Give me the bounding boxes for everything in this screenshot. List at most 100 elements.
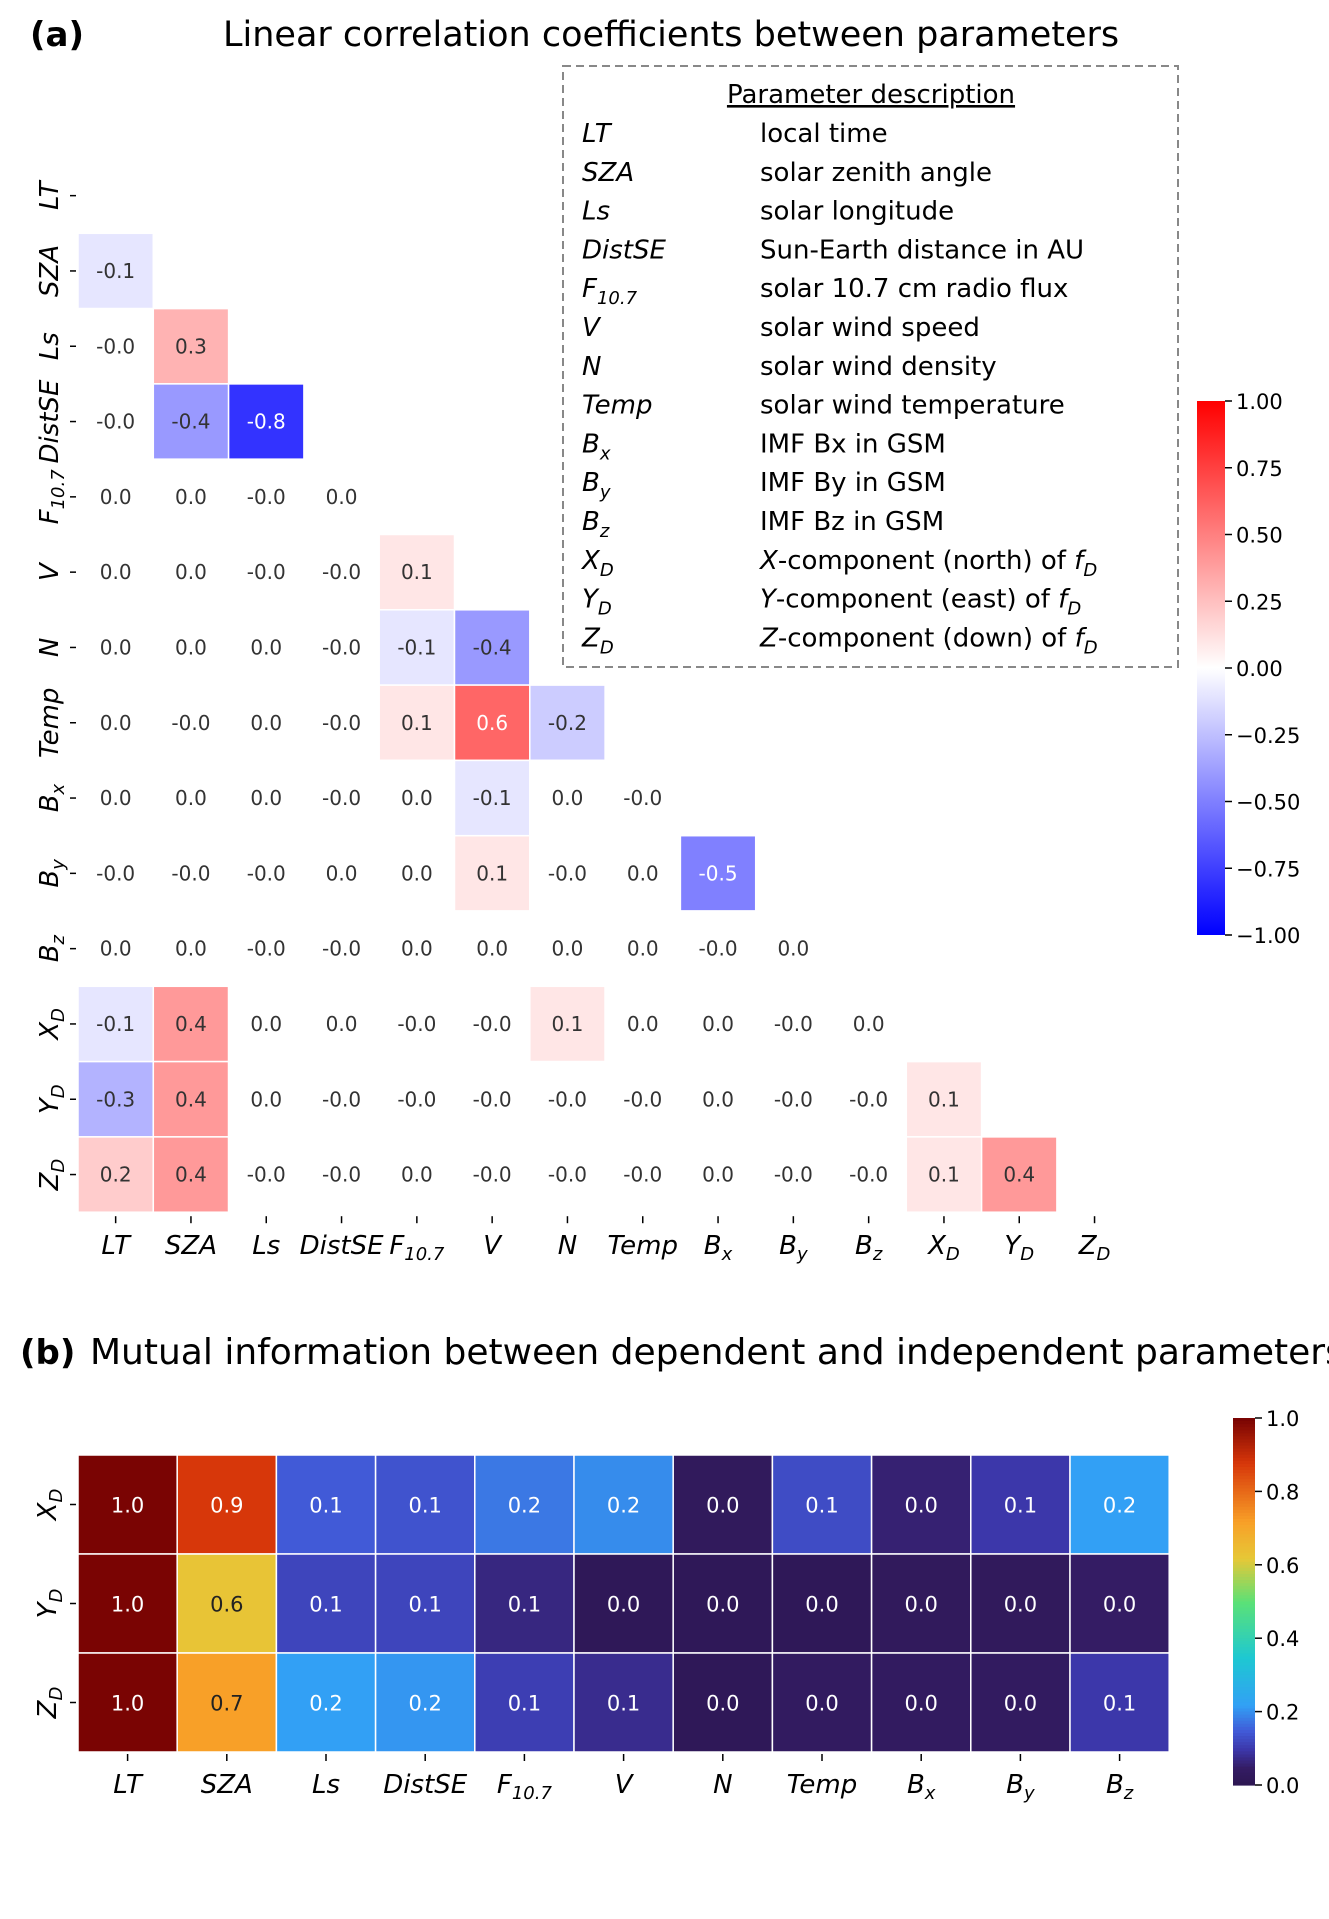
legend-heading: Parameter description <box>727 80 1015 110</box>
corr-value: 0.0 <box>175 937 207 961</box>
legend-symbol: Bx <box>582 429 611 464</box>
mi-colorbar-strip <box>1233 1625 1255 1630</box>
mi-colorbar-strip <box>1233 1635 1255 1639</box>
mi-colorbar-strip <box>1233 1714 1255 1719</box>
corr-x-label: ZD <box>1078 1231 1111 1265</box>
corr-cell <box>77 834 155 912</box>
mi-colorbar-strip <box>1233 1595 1255 1600</box>
legend-symbol: XD <box>580 546 614 581</box>
corr-value: -0.0 <box>247 861 286 885</box>
mi-x-label: Bz <box>1106 1770 1134 1804</box>
mi-colorbar-strip <box>1233 1424 1255 1428</box>
mi-colorbar-strip <box>1233 1684 1255 1688</box>
corr-value: 0.0 <box>100 635 132 659</box>
mi-x-label: Bx <box>907 1770 936 1804</box>
mi-cell <box>474 1652 575 1753</box>
mi-value: 0.9 <box>210 1494 243 1518</box>
mi-colorbar-strip <box>1233 1418 1255 1422</box>
mi-cell <box>771 1652 873 1753</box>
corr-cbar-label: 1.00 <box>1236 390 1283 414</box>
mi-colorbar-strip <box>1233 1650 1255 1655</box>
mi-colorbar-strip <box>1233 1580 1255 1584</box>
mi-colorbar-strip <box>1233 1528 1255 1532</box>
mi-colorbar-strip <box>1233 1460 1255 1465</box>
correlation-colorbar: 1.00 0.75 0.50 0.25 0.00 −0.25 −0.50 −0.75 −1.00 <box>1197 390 1300 948</box>
corr-value: 0.4 <box>175 1087 207 1111</box>
mi-colorbar-strip <box>1233 1512 1255 1517</box>
panel-a-letter: (a) <box>30 15 84 55</box>
mi-colorbar-strip <box>1233 1537 1255 1541</box>
mi-colorbar-strip <box>1233 1726 1255 1731</box>
legend-description: solar longitude <box>760 197 954 227</box>
corr-cell <box>830 1060 908 1138</box>
corr-cell <box>529 910 606 988</box>
mi-value: 0.0 <box>904 1593 937 1617</box>
corr-value: -0.0 <box>473 1087 512 1111</box>
corr-value: 0.1 <box>401 711 433 735</box>
mi-x-label: Ls <box>312 1770 340 1800</box>
mi-cell <box>1069 1553 1170 1654</box>
mi-colorbar-strip <box>1233 1573 1255 1578</box>
corr-value: 0.0 <box>326 861 358 885</box>
mi-colorbar-strip <box>1233 1589 1255 1593</box>
corr-value: 0.0 <box>552 786 584 810</box>
corr-cell <box>529 1060 606 1138</box>
corr-cell <box>754 985 832 1063</box>
corr-cell <box>604 910 682 988</box>
mi-colorbar-strip <box>1233 1445 1255 1450</box>
corr-value: 0.0 <box>250 635 282 659</box>
mi-cbar-label: 0.0 <box>1266 1774 1299 1798</box>
legend-symbol: YD <box>582 585 612 620</box>
mi-x-label: LT <box>113 1770 144 1800</box>
mi-y-label: YD <box>33 1589 67 1619</box>
mi-colorbar-strip <box>1233 1733 1255 1737</box>
corr-x-label: N <box>558 1231 577 1261</box>
legend-symbol: F10.7 <box>582 274 638 309</box>
corr-value: -0.0 <box>171 861 210 885</box>
corr-cell <box>227 1060 305 1138</box>
mi-colorbar-strip <box>1233 1656 1255 1661</box>
mi-colorbar-strip <box>1233 1549 1255 1554</box>
mi-colorbar-strip <box>1233 1552 1255 1557</box>
mi-colorbar-strip <box>1233 1430 1255 1434</box>
mi-cbar-label: 1.0 <box>1266 1407 1299 1431</box>
corr-cell <box>77 307 155 385</box>
corr-x-label: Bz <box>855 1231 883 1265</box>
corr-x-label: DistSE <box>300 1231 384 1261</box>
corr-cell <box>453 910 531 988</box>
mi-colorbar-strip <box>1233 1687 1255 1691</box>
mi-value: 0.1 <box>1004 1494 1037 1518</box>
corr-value: 0.4 <box>1003 1163 1035 1187</box>
mi-colorbar-strip <box>1233 1653 1255 1658</box>
corr-cbar-label: −1.00 <box>1236 924 1300 948</box>
corr-x-label: LT <box>101 1231 132 1261</box>
corr-cell <box>303 533 380 611</box>
corr-cell <box>77 232 155 310</box>
mi-y-label: XD <box>33 1489 67 1523</box>
corr-value: -0.0 <box>322 635 361 659</box>
mi-colorbar-strip <box>1233 1622 1255 1627</box>
mi-value: 0.0 <box>706 1692 739 1716</box>
corr-value: 0.0 <box>100 711 132 735</box>
corr-y-label: N <box>35 638 65 657</box>
mi-cell <box>77 1553 178 1654</box>
mi-colorbar-strip <box>1233 1705 1255 1710</box>
mi-colorbar-strip <box>1233 1632 1255 1636</box>
corr-value: 0.6 <box>476 711 508 735</box>
corr-cell <box>152 985 230 1063</box>
mi-colorbar-strip <box>1233 1641 1255 1645</box>
corr-value: 0.0 <box>627 1012 659 1036</box>
mi-colorbar-strip <box>1233 1604 1255 1609</box>
corr-cell <box>980 1136 1058 1213</box>
mi-colorbar-strip <box>1233 1772 1255 1777</box>
mi-value: 1.0 <box>111 1692 144 1716</box>
mi-x-label: V <box>615 1770 635 1800</box>
corr-value: -0.0 <box>322 1087 361 1111</box>
mi-value: 0.0 <box>904 1692 937 1716</box>
mi-colorbar-strip <box>1233 1754 1255 1759</box>
mi-cell <box>672 1652 774 1753</box>
mi-value: 0.2 <box>508 1494 541 1518</box>
mi-colorbar-strip <box>1233 1463 1255 1468</box>
mi-cell <box>275 1553 377 1654</box>
mi-colorbar-strip <box>1233 1729 1255 1734</box>
